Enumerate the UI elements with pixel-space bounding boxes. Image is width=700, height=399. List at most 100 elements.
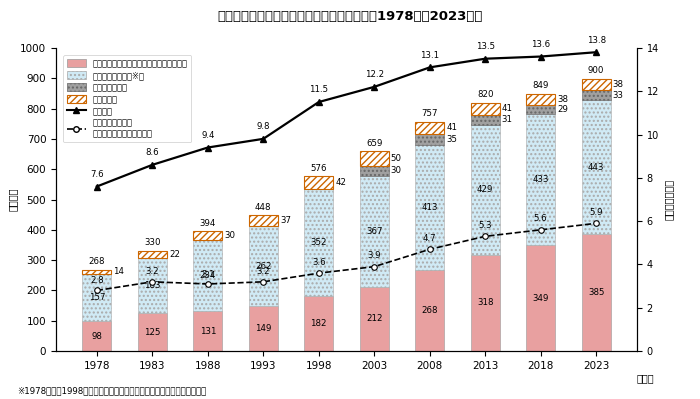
- Text: 352: 352: [311, 238, 327, 247]
- Text: 262: 262: [255, 262, 272, 271]
- Bar: [83, 322, 111, 351]
- Text: 3.9: 3.9: [368, 251, 381, 260]
- Bar: [526, 245, 555, 351]
- Text: 13.6: 13.6: [531, 40, 550, 49]
- Text: 212: 212: [366, 314, 382, 324]
- Text: 385: 385: [588, 288, 604, 297]
- Text: 5.3: 5.3: [478, 221, 492, 230]
- Text: 757: 757: [421, 109, 438, 118]
- Text: 5.6: 5.6: [534, 214, 547, 223]
- Text: 448: 448: [255, 203, 272, 211]
- Bar: [415, 270, 444, 351]
- Bar: [471, 115, 500, 124]
- Text: 9.8: 9.8: [256, 122, 270, 131]
- Text: 125: 125: [144, 328, 160, 337]
- Text: 29: 29: [557, 105, 568, 114]
- Bar: [526, 94, 555, 105]
- Bar: [526, 114, 555, 245]
- Text: 2.8: 2.8: [90, 276, 104, 285]
- Text: 30: 30: [225, 231, 235, 240]
- Text: 3.6: 3.6: [312, 258, 326, 267]
- Bar: [193, 241, 222, 311]
- Bar: [83, 274, 111, 322]
- Text: 22: 22: [169, 250, 180, 259]
- Text: 5.9: 5.9: [589, 208, 603, 217]
- Bar: [471, 103, 500, 115]
- Text: 443: 443: [588, 163, 604, 172]
- Text: 3.1: 3.1: [201, 270, 215, 279]
- Text: 429: 429: [477, 185, 494, 194]
- Text: 367: 367: [366, 227, 382, 236]
- Bar: [471, 255, 500, 351]
- Text: 4.7: 4.7: [423, 234, 437, 243]
- Text: 11.5: 11.5: [309, 85, 328, 95]
- Bar: [138, 251, 167, 258]
- Text: 413: 413: [421, 203, 438, 212]
- Text: 3.2: 3.2: [146, 267, 159, 277]
- Bar: [582, 234, 610, 351]
- Text: 38: 38: [557, 95, 568, 104]
- Bar: [138, 258, 167, 313]
- Text: 900: 900: [588, 66, 604, 75]
- Text: 12.2: 12.2: [365, 70, 384, 79]
- Bar: [193, 311, 222, 351]
- Text: 98: 98: [92, 332, 102, 341]
- Text: 41: 41: [502, 105, 513, 113]
- Text: 149: 149: [255, 324, 272, 333]
- Bar: [83, 270, 111, 274]
- Text: 図２　空き家数及び空き家率の推移－全国（1978年～2023年）: 図２ 空き家数及び空き家率の推移－全国（1978年～2023年）: [217, 10, 483, 23]
- Text: 37: 37: [280, 216, 291, 225]
- Text: 30: 30: [391, 166, 402, 176]
- Text: 13.8: 13.8: [587, 36, 606, 45]
- Text: 268: 268: [89, 257, 105, 266]
- Bar: [526, 105, 555, 114]
- Text: 35: 35: [447, 135, 457, 144]
- Bar: [304, 176, 333, 189]
- Text: 234: 234: [199, 271, 216, 280]
- Bar: [249, 215, 278, 227]
- Text: 3.2: 3.2: [256, 267, 270, 277]
- Text: 13.1: 13.1: [420, 51, 440, 60]
- Legend: 購貸・売却用及び二次的住宅を除く空き家, 購貸用の空き家（※）, 売却用の空き家, 二次的住宅, 空き家率, 購貸・売却用及び
二次的住宅を除く空き家率: 購貸・売却用及び二次的住宅を除く空き家, 購貸用の空き家（※）, 売却用の空き家…: [63, 55, 191, 142]
- Bar: [415, 144, 444, 270]
- Bar: [415, 122, 444, 134]
- Text: 576: 576: [311, 164, 327, 173]
- Bar: [360, 166, 389, 176]
- Text: ※1978年から1998年までは、購貸用の空き家に売却用の空き家を含む。: ※1978年から1998年までは、購貸用の空き家に売却用の空き家を含む。: [18, 387, 206, 396]
- Text: 31: 31: [502, 115, 513, 124]
- Text: 41: 41: [447, 123, 457, 132]
- Text: （年）: （年）: [637, 373, 654, 383]
- Text: 820: 820: [477, 90, 494, 99]
- Text: 659: 659: [366, 138, 382, 148]
- Bar: [582, 90, 610, 100]
- Text: 849: 849: [533, 81, 549, 90]
- Text: 318: 318: [477, 298, 494, 307]
- Bar: [471, 124, 500, 255]
- Text: 394: 394: [199, 219, 216, 228]
- Text: 330: 330: [144, 239, 160, 247]
- Bar: [304, 296, 333, 351]
- Text: 42: 42: [335, 178, 346, 187]
- Bar: [582, 79, 610, 90]
- Text: 13.5: 13.5: [475, 42, 495, 51]
- Text: 349: 349: [533, 294, 549, 303]
- Text: 14: 14: [113, 267, 125, 276]
- Bar: [249, 306, 278, 351]
- Text: 7.6: 7.6: [90, 170, 104, 179]
- Text: 182: 182: [311, 319, 327, 328]
- Bar: [360, 151, 389, 166]
- Text: 433: 433: [533, 175, 549, 184]
- Text: 183: 183: [144, 281, 160, 290]
- Text: 157: 157: [89, 293, 105, 302]
- Text: 131: 131: [199, 327, 216, 336]
- Text: 38: 38: [612, 80, 624, 89]
- Text: 50: 50: [391, 154, 402, 163]
- Bar: [582, 100, 610, 234]
- Y-axis label: （万戸）: （万戸）: [8, 188, 18, 211]
- Bar: [360, 176, 389, 287]
- Bar: [304, 189, 333, 296]
- Text: 8.6: 8.6: [146, 148, 159, 157]
- Bar: [193, 231, 222, 241]
- Bar: [360, 287, 389, 351]
- Bar: [138, 313, 167, 351]
